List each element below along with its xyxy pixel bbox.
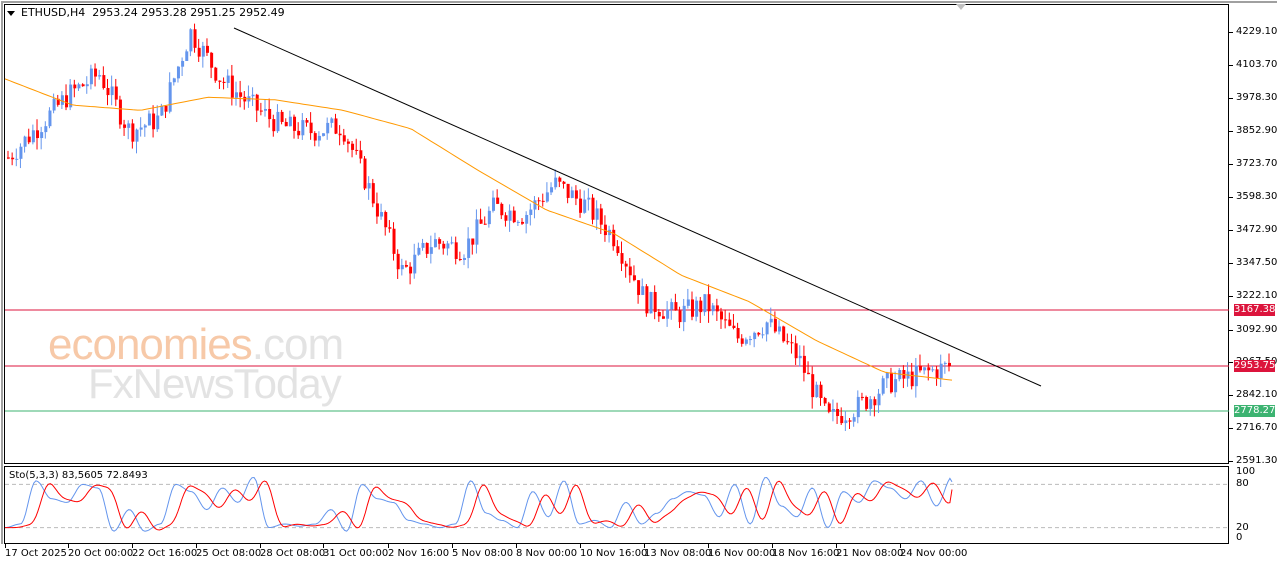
price-axis-label: 3852.90 — [1236, 124, 1278, 136]
current-price-tag: 2953.75 — [1234, 360, 1276, 372]
price-axis-tick — [1229, 428, 1233, 430]
watermark-suffix: .com — [251, 320, 344, 369]
support-price-tag: 2778.27 — [1234, 405, 1276, 417]
time-axis-label: 16 Nov 00:00 — [708, 548, 776, 559]
stochastic-pane[interactable] — [4, 466, 1229, 544]
watermark-text: economies — [48, 320, 253, 369]
chart-title: ETHUSD,H4 2953.24 2953.28 2951.25 2952.4… — [7, 6, 285, 19]
time-axis-label: 21 Nov 08:00 — [836, 548, 904, 559]
time-axis-label: 24 Nov 00:00 — [900, 548, 968, 559]
price-axis-label: 2842.10 — [1236, 389, 1278, 401]
stochastic-label: Sto(5,3,3) 83,5605 72.8493 — [9, 470, 148, 481]
resistance-price-tag: 3167.38 — [1234, 304, 1276, 316]
watermark-fxnewstoday: FxNewsToday — [88, 360, 342, 407]
price-axis-tick — [1229, 230, 1233, 232]
time-axis-tick — [323, 544, 324, 548]
time-axis-tick — [580, 544, 581, 548]
price-axis-label: 3978.30 — [1236, 91, 1278, 103]
window-border — [1, 1, 1277, 544]
price-axis-tick — [1229, 130, 1233, 132]
time-axis-label: 8 Nov 00:00 — [516, 548, 578, 559]
ohlc-values: 2953.24 2953.28 2951.25 2952.49 — [92, 6, 285, 19]
time-axis-label: 18 Nov 16:00 — [772, 548, 840, 559]
time-axis-label: 5 Nov 08:00 — [452, 548, 514, 559]
price-axis-tick — [1229, 461, 1233, 462]
sto-level-20: 20 — [1236, 522, 1249, 533]
time-axis-label: 13 Nov 08:00 — [644, 548, 712, 559]
time-axis-tick — [132, 544, 133, 548]
price-axis-tick — [1229, 395, 1233, 397]
price-axis-label: 3723.70 — [1236, 158, 1278, 170]
price-axis-tick — [1229, 64, 1233, 66]
price-axis-label: 3092.90 — [1236, 323, 1278, 335]
time-axis-label: 22 Oct 16:00 — [132, 548, 198, 559]
time-axis-label: 10 Nov 16:00 — [580, 548, 648, 559]
time-axis-tick — [644, 544, 645, 548]
time-axis-tick — [260, 544, 261, 548]
chart-shift-marker-icon[interactable] — [956, 4, 966, 10]
time-axis-tick — [388, 544, 389, 548]
watermark-economies: economies.com — [48, 320, 344, 370]
dropdown-triangle-icon[interactable] — [7, 10, 15, 16]
price-axis-label: 4103.70 — [1236, 58, 1278, 70]
time-axis-tick — [196, 544, 197, 548]
price-axis-tick — [1229, 295, 1233, 297]
price-axis-label: 4229.10 — [1236, 26, 1278, 37]
sto-level-80: 80 — [1236, 478, 1249, 489]
price-axis-tick — [1229, 362, 1233, 364]
time-axis-tick — [708, 544, 709, 548]
time-axis-tick — [836, 544, 837, 548]
price-pane[interactable] — [4, 4, 1229, 464]
time-axis-label: 31 Oct 00:00 — [323, 548, 389, 559]
time-axis-tick — [772, 544, 773, 548]
time-axis-tick — [68, 544, 69, 548]
price-axis-label: 3347.50 — [1236, 256, 1278, 268]
price-axis-tick — [1229, 32, 1233, 33]
time-axis-label: 25 Oct 08:00 — [196, 548, 262, 559]
time-axis-tick — [900, 544, 901, 548]
price-axis-tick — [1229, 262, 1233, 264]
price-axis-label: 3472.90 — [1236, 224, 1278, 236]
price-axis-label: 3222.10 — [1236, 289, 1278, 301]
price-axis-tick — [1229, 329, 1233, 331]
time-axis-label: 28 Oct 08:00 — [260, 548, 326, 559]
time-axis-label: 20 Oct 00:00 — [68, 548, 134, 559]
sto-level-100: 100 — [1236, 466, 1256, 477]
time-axis-label: 17 Oct 2025 — [5, 548, 67, 559]
price-axis-tick — [1229, 97, 1233, 99]
price-axis-label: 2716.70 — [1236, 422, 1278, 434]
time-axis-label: 2 Nov 16:00 — [388, 548, 450, 559]
price-axis-tick — [1229, 164, 1233, 166]
price-axis-label: 2591.30 — [1236, 455, 1278, 466]
time-axis-tick — [516, 544, 517, 548]
symbol-label: ETHUSD,H4 — [21, 6, 86, 19]
price-axis-label: 3598.30 — [1236, 191, 1278, 203]
price-axis-tick — [1229, 197, 1233, 199]
time-axis-tick — [5, 544, 6, 548]
time-axis-tick — [452, 544, 453, 548]
sto-level-0: 0 — [1236, 532, 1243, 543]
